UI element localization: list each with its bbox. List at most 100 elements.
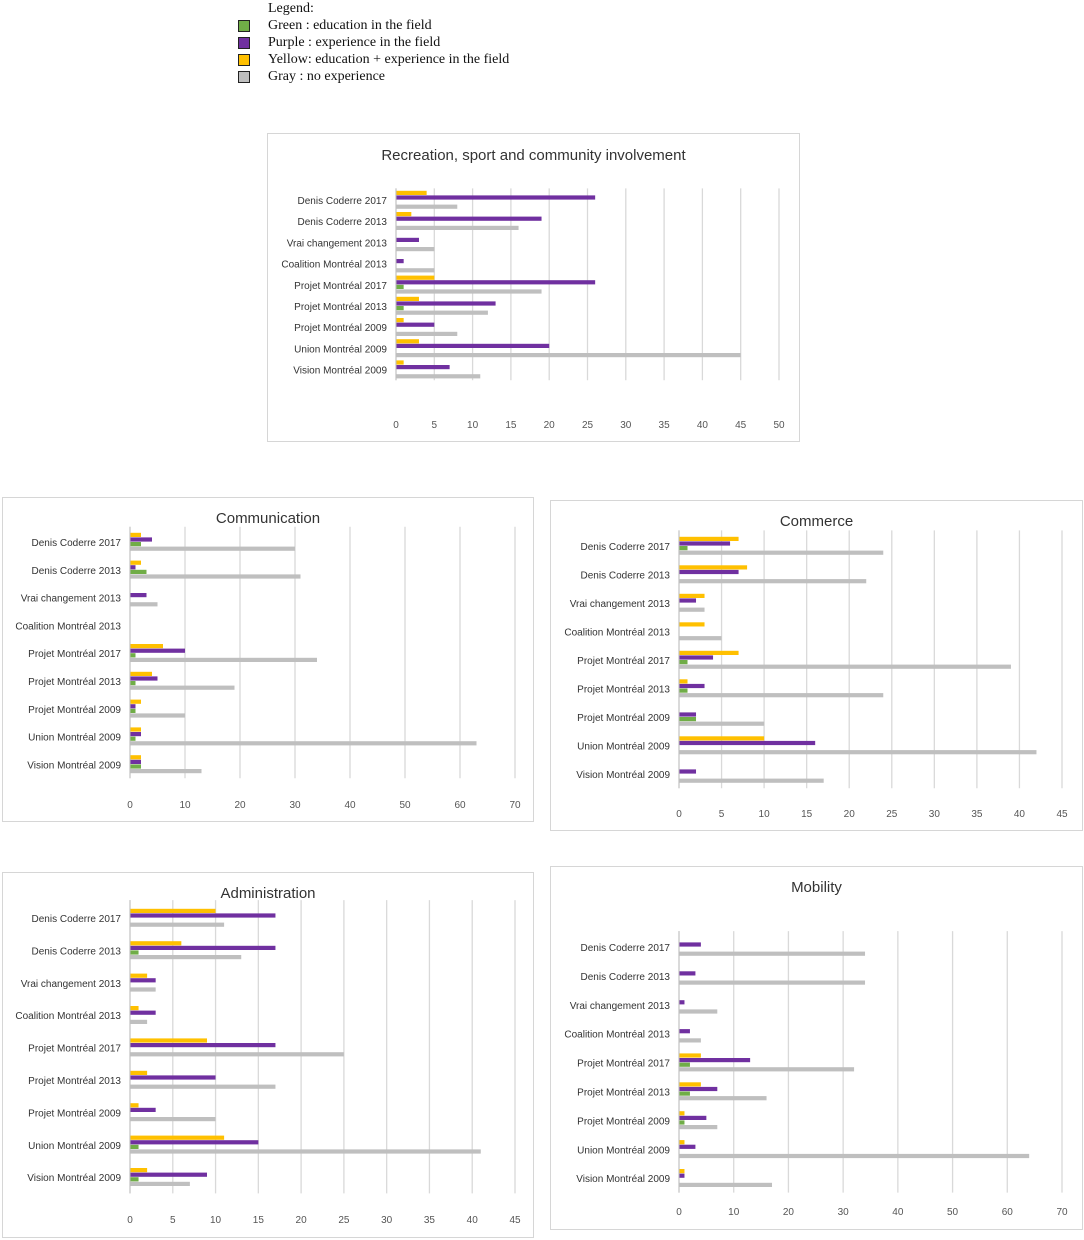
category-label: Projet Montréal 2009 (577, 1116, 670, 1127)
bar-purple (679, 598, 697, 603)
bar-green (679, 1120, 685, 1125)
bar-purple (130, 537, 152, 542)
bar-green (130, 708, 136, 713)
x-tick-label: 50 (399, 800, 411, 811)
category-label: Coalition Montréal 2013 (564, 1030, 670, 1041)
bar-green (130, 569, 147, 574)
bar-green (130, 950, 139, 955)
category-label: Vision Montréal 2009 (293, 366, 387, 377)
bar-yellow (679, 622, 705, 627)
bar-green (130, 653, 136, 658)
bar-yellow (130, 532, 141, 537)
bar-yellow (130, 1135, 225, 1140)
bar-purple (130, 913, 276, 918)
bar-gray (679, 1153, 1030, 1159)
bar-green (130, 764, 141, 769)
bar-purple (679, 655, 714, 660)
chart-svg-mobility: 0 10 20 30 40 50 60 70 Denis Coderre 2017 Denis C… (564, 931, 1068, 1218)
bar-gray (130, 922, 225, 927)
bar-purple (130, 978, 156, 983)
x-tick-label: 30 (381, 1215, 393, 1226)
bar-purple (679, 712, 697, 717)
bar-gray (396, 289, 542, 294)
bar-purple (679, 1000, 685, 1005)
bar-yellow (130, 1168, 148, 1173)
x-tick-label: 45 (1056, 809, 1068, 820)
chart-panel-commerce: Commerce 0 5 10 15 20 25 30 35 40 45 Denis Coderre… (550, 500, 1083, 831)
category-label: Union Montréal 2009 (28, 733, 121, 744)
chart-svg-commerce: 0 5 10 15 20 25 30 35 40 45 Denis Coderre 2017 Deni… (564, 530, 1068, 820)
bar-gray (679, 636, 722, 641)
chart-panel-recreation: Recreation, sport and community involvem… (267, 133, 800, 442)
bar-green (679, 717, 697, 722)
bar-yellow (396, 296, 419, 301)
bar-gray (130, 574, 301, 579)
category-label: Denis Coderre 2013 (581, 571, 671, 582)
bar-gray (679, 550, 884, 555)
bar-gray (130, 1052, 344, 1057)
bar-purple (396, 216, 542, 221)
chart-svg-communication: 0 10 20 30 40 50 60 70 Denis Coderre 2017 Denis C… (15, 526, 521, 811)
bar-yellow (679, 679, 688, 684)
x-tick-label: 40 (892, 1207, 904, 1218)
category-label: Projet Montréal 2013 (28, 677, 121, 688)
category-label: Projet Montréal 2017 (294, 281, 387, 292)
bar-gray (396, 331, 458, 336)
category-label: Projet Montréal 2009 (28, 705, 121, 716)
bar-green (396, 284, 404, 289)
bar-gray (130, 685, 235, 690)
x-tick-label: 60 (1002, 1207, 1014, 1218)
x-tick-label: 30 (929, 809, 941, 820)
bar-green (679, 660, 688, 665)
category-label: Projet Montréal 2009 (28, 1108, 121, 1119)
category-label: Projet Montréal 2013 (294, 302, 387, 313)
bar-green (679, 688, 688, 693)
bar-yellow (130, 973, 148, 978)
x-tick-label: 0 (676, 1207, 682, 1218)
category-label: Vrai changement 2013 (570, 1001, 671, 1012)
x-tick-label: 25 (338, 1215, 350, 1226)
x-tick-label: 70 (509, 800, 521, 811)
category-label: Projet Montréal 2009 (577, 713, 670, 724)
bar-yellow (396, 318, 404, 323)
category-label: Projet Montréal 2017 (577, 1059, 670, 1070)
chart-title-administration: Administration (220, 885, 316, 902)
bar-purple (130, 1010, 156, 1015)
category-label: Denis Coderre 2013 (32, 566, 122, 577)
bar-yellow (396, 275, 435, 280)
bar-purple (130, 1172, 207, 1177)
chart-title-recreation: Recreation, sport and community involvem… (381, 147, 686, 164)
category-label: Denis Coderre 2017 (581, 943, 671, 954)
x-tick-label: 20 (783, 1207, 795, 1218)
bar-purple (679, 740, 816, 746)
category-label: Union Montréal 2009 (28, 1141, 121, 1152)
bar-purple (396, 280, 596, 285)
x-tick-label: 10 (467, 420, 479, 431)
bar-purple (679, 769, 697, 774)
bar-yellow (679, 593, 705, 598)
bar-yellow (130, 671, 152, 676)
chart-panel-administration: Administration 0 5 10 15 20 25 30 35 40 45 Denis C… (2, 872, 534, 1238)
bar-yellow (130, 1006, 139, 1011)
bar-yellow (130, 755, 141, 760)
chart-svg-recreation: 0 5 10 15 20 25 30 35 40 45 50 Denis Coderre 2017 De… (281, 188, 785, 431)
x-tick-label: 5 (170, 1215, 176, 1226)
bar-yellow (396, 212, 412, 217)
bar-yellow (679, 1111, 685, 1116)
legend: Legend: Green : education in the field P… (238, 0, 509, 85)
bar-gray (130, 602, 158, 607)
bar-purple (679, 569, 739, 575)
category-label: Projet Montréal 2017 (28, 649, 121, 660)
bar-yellow (396, 360, 404, 365)
x-tick-label: 10 (728, 1207, 740, 1218)
bar-yellow (130, 1038, 207, 1043)
bar-purple (679, 1058, 751, 1063)
bar-gray (679, 664, 1011, 669)
bar-yellow (130, 908, 216, 913)
category-label: Vrai changement 2013 (21, 594, 122, 605)
x-tick-label: 15 (505, 420, 517, 431)
category-label: Projet Montréal 2013 (577, 685, 670, 696)
bar-yellow (679, 650, 739, 655)
bar-purple (130, 759, 141, 764)
bar-purple (130, 704, 136, 709)
